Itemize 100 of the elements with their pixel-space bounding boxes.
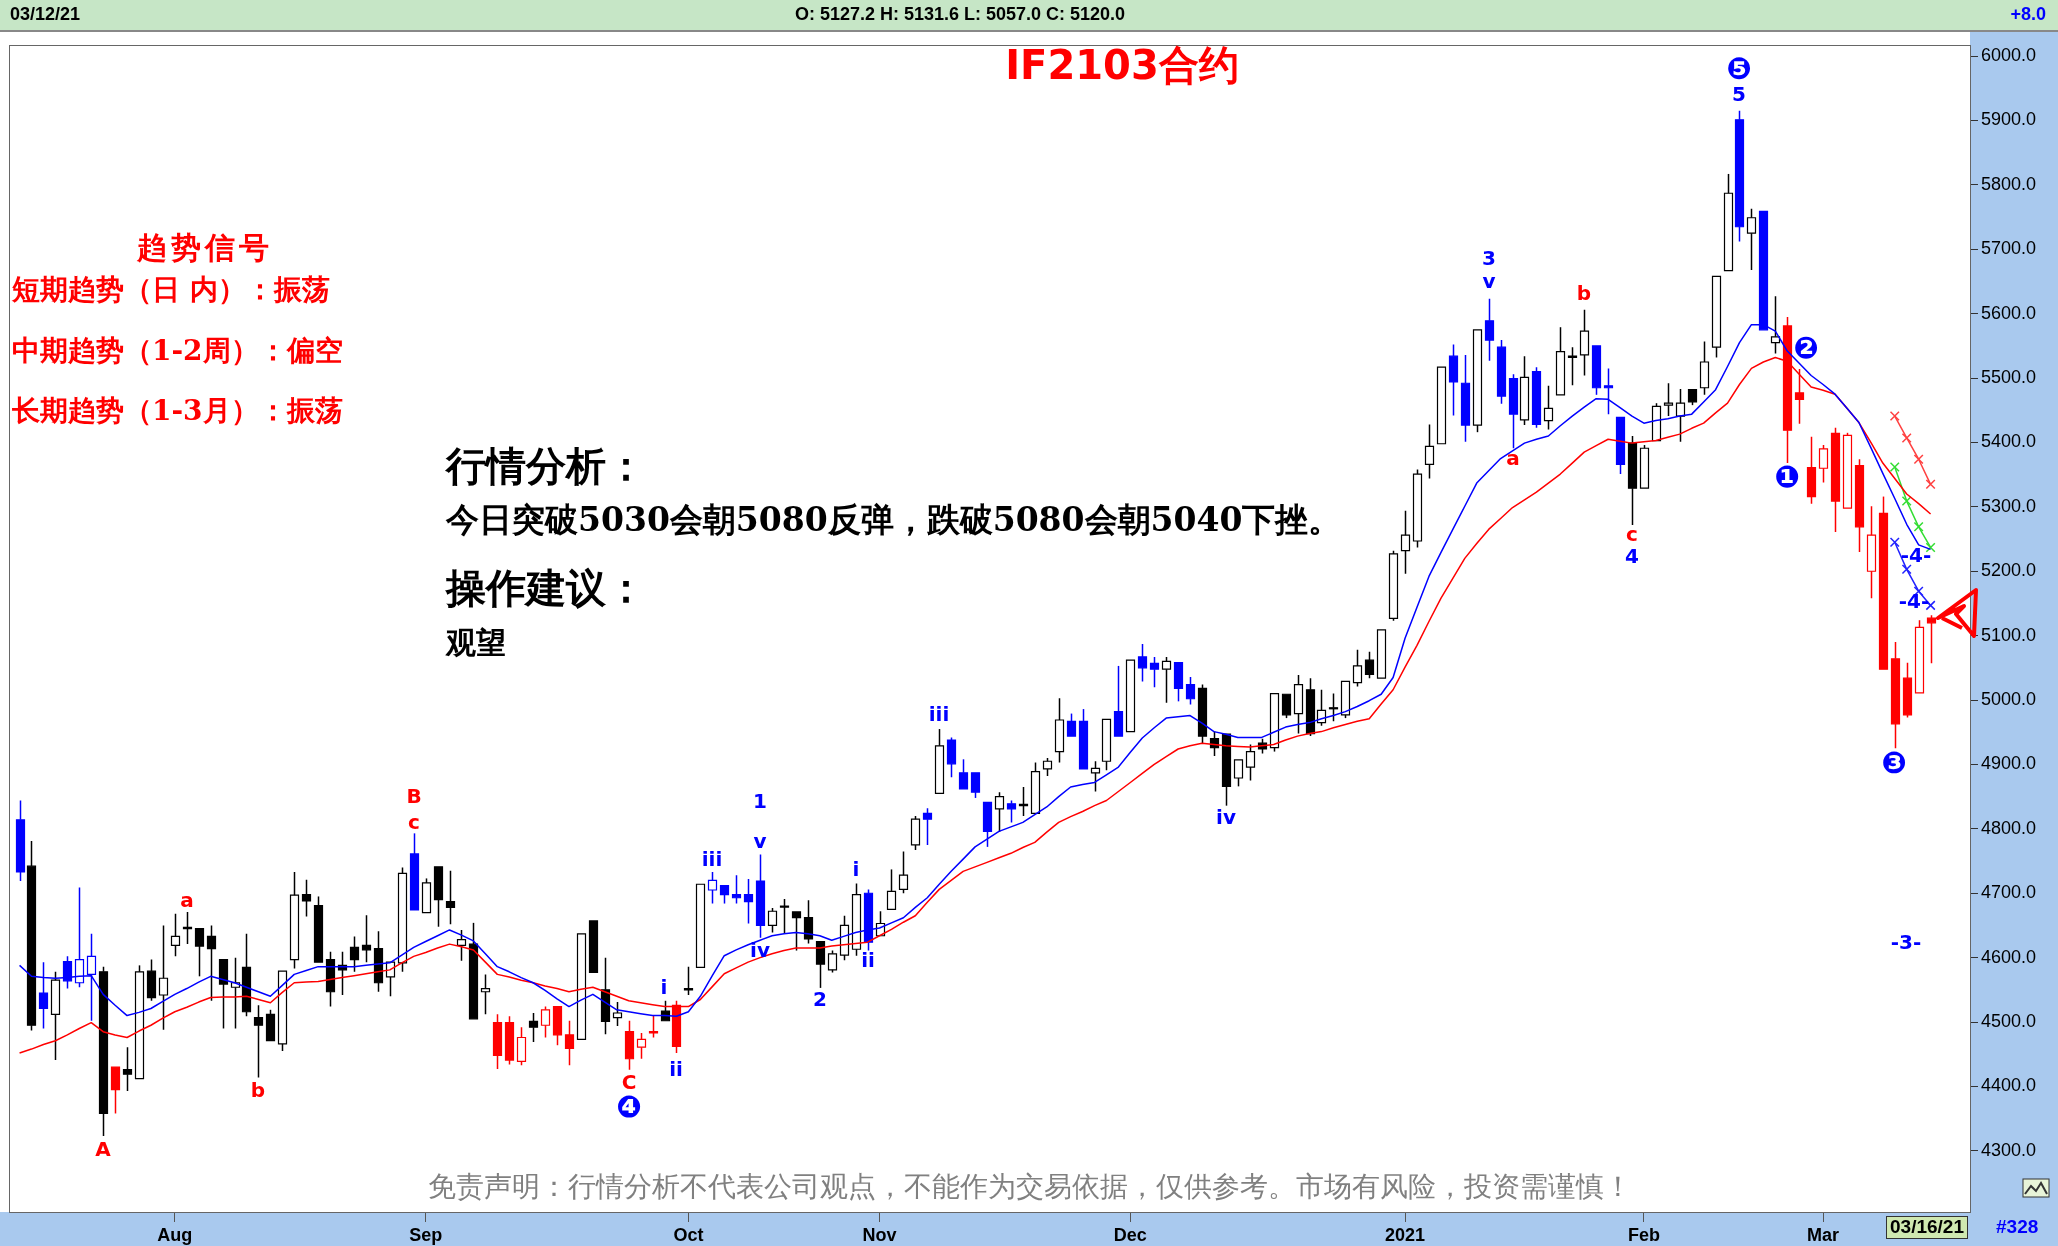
annotation: v [753, 829, 767, 853]
candlestick [636, 1032, 647, 1060]
candlestick [480, 973, 491, 1016]
candlestick [1436, 366, 1447, 445]
y-tick-label: 5600.0 [1981, 302, 2037, 323]
y-tick-label: 5900.0 [1981, 109, 2037, 130]
x-tick-label: Oct [673, 1224, 704, 1245]
y-tick-label: 5100.0 [1981, 624, 2037, 645]
annotation: 2 [813, 987, 827, 1011]
y-tick-label: 4900.0 [1981, 753, 2037, 774]
candlestick [1555, 326, 1566, 396]
y-tick-label: 5300.0 [1981, 495, 2037, 516]
y-tick-label: 5200.0 [1981, 560, 2037, 581]
y-tick-label: 5400.0 [1981, 431, 2037, 452]
annotation: 行情分析： [446, 442, 646, 489]
annotation: i [852, 857, 860, 881]
annotation: -4- [1898, 589, 1930, 613]
annotation: 操作建议： [446, 564, 646, 611]
text: 03/16/21 [1886, 1216, 1968, 1239]
x-tick-label: Feb [1627, 1224, 1660, 1245]
candlestick [1161, 656, 1172, 704]
candlestick [994, 791, 1005, 833]
text: +8.0 [2010, 4, 2046, 25]
candlestick [385, 961, 396, 998]
candlestick [456, 929, 467, 962]
x-tick-label: Aug [157, 1224, 193, 1245]
annotation: 4 [1625, 544, 1639, 568]
candlestick [1543, 385, 1554, 431]
y-tick-label: 5700.0 [1981, 238, 2037, 259]
annotation: iii [928, 702, 950, 726]
annotation: 观望 [446, 625, 506, 660]
y-tick-label: 4400.0 [1981, 1075, 2037, 1096]
x-tick-label: Nov [862, 1224, 897, 1245]
x-tick-label: Mar [1807, 1224, 1840, 1245]
annotation: ❷ [1793, 329, 1819, 365]
annotation: A [95, 1137, 111, 1161]
candlestick [1245, 743, 1256, 782]
y-tick-label: 5800.0 [1981, 173, 2037, 194]
annotation: b [1576, 281, 1592, 305]
candlestick [1746, 207, 1757, 271]
annotation: 长期趋势（1-3月）：振荡 [12, 394, 343, 427]
candlestick [289, 871, 300, 970]
candlestick [1090, 760, 1101, 793]
candlestick [695, 883, 706, 968]
y-tick-label: 4300.0 [1981, 1139, 2037, 1160]
candlestick [1699, 340, 1710, 396]
annotation: B [406, 784, 422, 808]
annotation: ❶ [1774, 458, 1800, 494]
annotation: iv [1216, 805, 1236, 829]
point [1901, 564, 1912, 575]
annotation: 1 [753, 789, 767, 813]
annotation: b [250, 1078, 266, 1102]
candlestick [1866, 505, 1877, 600]
annotation: 短期趋势（日 内）：振荡 [12, 273, 330, 306]
chart-title: IF2103合约 [1005, 41, 1239, 90]
x-tick-label: Sep [409, 1224, 443, 1245]
annotation: -3- [1890, 930, 1922, 954]
point [1913, 454, 1924, 465]
annotation: ii [861, 948, 875, 972]
annotation: iii [701, 847, 723, 871]
text: O: 5127.2 H: 5131.6 L: 5057.0 C: 5120.0 [794, 4, 1126, 25]
candlestick [230, 956, 241, 1030]
annotation: iv [750, 938, 770, 962]
point [1901, 432, 1912, 443]
candlestick [170, 913, 181, 958]
candlestick [74, 886, 85, 989]
candlestick [612, 1001, 623, 1027]
point [1889, 411, 1900, 422]
annotation: c [1626, 522, 1638, 546]
candlestick [1663, 382, 1674, 417]
annotation: ❸ [1881, 744, 1907, 780]
candlestick [1424, 423, 1435, 480]
candlestick [1376, 629, 1387, 679]
candlestick [707, 871, 718, 905]
annotation: -4- [1900, 543, 1932, 567]
annotation: 今日突破5030会朝5080反弹，跌破5080会朝5040下挫。 [446, 500, 1342, 539]
candlestick [1293, 674, 1304, 735]
y-tick-label: 4600.0 [1981, 946, 2037, 967]
x-tick-label: Dec [1113, 1224, 1147, 1245]
candlestick [1675, 388, 1686, 443]
candlestick [50, 971, 61, 1061]
annotation: c [408, 810, 420, 834]
text: 03/12/21 [10, 4, 81, 25]
y-tick-label: 6000.0 [1981, 45, 2037, 66]
candlestick [898, 850, 909, 894]
candlestick [1770, 295, 1781, 355]
candlestick [158, 924, 169, 1031]
y-tick-label: 5000.0 [1981, 689, 2037, 710]
point [1901, 496, 1912, 507]
point [1925, 479, 1936, 490]
annotation: ii [669, 1057, 683, 1081]
annotation: 中期趋势（1-2周）：偏空 [12, 334, 343, 367]
candlestick [1818, 444, 1829, 484]
point [1889, 537, 1900, 548]
candlestick [1400, 509, 1411, 575]
point [1889, 461, 1900, 472]
annotation: a [180, 888, 194, 912]
text: #328 [1996, 1216, 2039, 1238]
x-tick-label: 2021 [1385, 1224, 1426, 1245]
annotation: 免责声明：行情分析不代表公司观点，不能作为交易依据，仅供参考。市场有风险，投资需谨慎！ [428, 1170, 1632, 1203]
